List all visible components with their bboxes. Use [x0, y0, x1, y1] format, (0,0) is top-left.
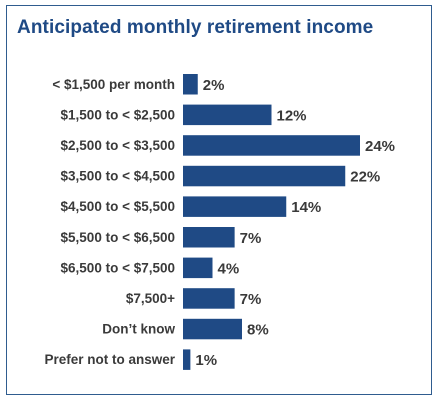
bar: [183, 74, 198, 95]
bar: [183, 227, 235, 248]
value-label: 2%: [203, 77, 225, 94]
value-label: 7%: [240, 291, 262, 308]
bar: [183, 104, 272, 126]
bar: [183, 257, 213, 279]
category-label: $3,500 to < $4,500: [61, 169, 175, 184]
category-label: $2,500 to < $3,500: [61, 138, 175, 153]
bar: [183, 165, 346, 187]
category-label: < $1,500 per month: [52, 77, 175, 92]
value-label: 24%: [365, 138, 395, 155]
bar: [183, 196, 287, 217]
chart-title: Anticipated monthly retirement income: [17, 17, 374, 38]
category-label: $5,500 to < $6,500: [61, 230, 175, 245]
category-label: $1,500 to < $2,500: [61, 107, 175, 122]
category-label: $7,500+: [126, 291, 175, 306]
bar: [183, 288, 235, 309]
category-label: Prefer not to answer: [44, 352, 175, 367]
category-label: $6,500 to < $7,500: [61, 260, 175, 275]
category-label: Don’t know: [102, 322, 175, 337]
value-label: 7%: [240, 230, 262, 247]
value-label: 4%: [218, 260, 240, 277]
bar: [183, 349, 191, 370]
value-label: 1%: [195, 352, 217, 369]
value-label: 14%: [291, 199, 321, 216]
value-label: 12%: [277, 107, 307, 124]
bar: [183, 318, 242, 340]
bar: [183, 135, 360, 156]
value-label: 22%: [350, 169, 380, 186]
category-label: $4,500 to < $5,500: [61, 199, 175, 214]
value-label: 8%: [247, 322, 269, 339]
